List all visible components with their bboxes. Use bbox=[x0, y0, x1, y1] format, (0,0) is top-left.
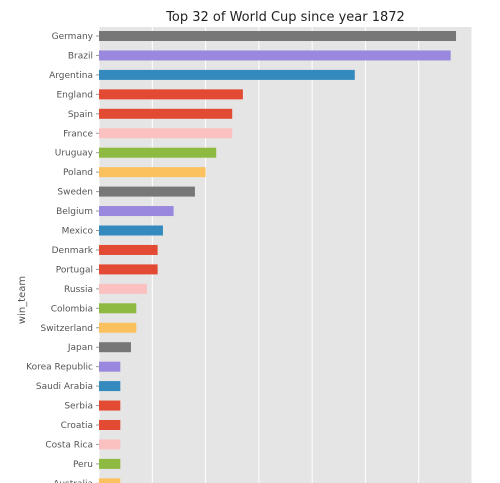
y-tick-label: Serbia bbox=[64, 402, 93, 412]
y-tick-label: Denmark bbox=[52, 246, 94, 256]
grid-lines bbox=[98, 27, 473, 483]
y-tick-label: Poland bbox=[63, 168, 93, 178]
bar-england bbox=[99, 89, 243, 100]
y-tick-label: Belgium bbox=[56, 207, 93, 217]
bar-colombia bbox=[99, 303, 137, 314]
bar-serbia bbox=[99, 400, 121, 411]
bar-france bbox=[99, 128, 233, 139]
y-tick-label: Spain bbox=[68, 110, 93, 120]
y-tick-label: Japan bbox=[67, 343, 93, 353]
bar-saudi-arabia bbox=[99, 381, 121, 392]
bar-poland bbox=[99, 167, 206, 178]
plot-area bbox=[99, 27, 472, 483]
bar-korea-republic bbox=[99, 361, 121, 372]
y-tick-label: Croatia bbox=[61, 421, 93, 431]
bar-sweden bbox=[99, 186, 195, 197]
bar-croatia bbox=[99, 420, 121, 430]
bar-belgium bbox=[99, 206, 174, 217]
y-tick-label: Brazil bbox=[68, 51, 93, 61]
bar-peru bbox=[99, 458, 121, 469]
y-tick-label: Portugal bbox=[56, 265, 93, 275]
y-tick-label: Uruguay bbox=[55, 149, 94, 159]
y-tick-label: England bbox=[56, 90, 93, 100]
bar-spain bbox=[99, 108, 233, 119]
y-tick-label: Australia bbox=[53, 479, 93, 483]
bar-switzerland bbox=[99, 322, 137, 333]
y-axis-label: win_team bbox=[17, 276, 28, 324]
y-tick-label: Switzerland bbox=[41, 324, 94, 334]
y-tick-label: Sweden bbox=[57, 188, 93, 198]
bar-costa-rica bbox=[99, 439, 121, 450]
y-tick-label: Germany bbox=[52, 32, 94, 42]
bar-australia bbox=[99, 478, 121, 483]
y-tick-label: France bbox=[63, 129, 93, 139]
y-tick-label: Russia bbox=[64, 285, 93, 295]
y-tick-label: Korea Republic bbox=[26, 363, 93, 373]
bar-uruguay bbox=[99, 147, 217, 158]
category-labels: Germany Brazil Argentina England Spain France… bbox=[26, 32, 99, 483]
bar-mexico bbox=[99, 225, 163, 236]
bar-russia bbox=[99, 283, 147, 294]
y-tick-label: Saudi Arabia bbox=[36, 382, 93, 392]
bar-argentina bbox=[99, 69, 355, 80]
y-tick-label: Peru bbox=[73, 460, 93, 470]
chart-title: Top 32 of World Cup since year 1872 bbox=[165, 10, 405, 25]
bar-japan bbox=[99, 342, 131, 353]
bar-portugal bbox=[99, 264, 158, 275]
y-tick-label: Argentina bbox=[49, 71, 93, 81]
bar-brazil bbox=[99, 50, 451, 61]
bars bbox=[99, 31, 457, 483]
bar-germany bbox=[99, 31, 457, 41]
bar-denmark bbox=[99, 244, 158, 255]
y-tick-label: Colombia bbox=[51, 304, 93, 314]
y-tick-label: Mexico bbox=[62, 227, 94, 237]
y-tick-label: Costa Rica bbox=[45, 440, 93, 450]
